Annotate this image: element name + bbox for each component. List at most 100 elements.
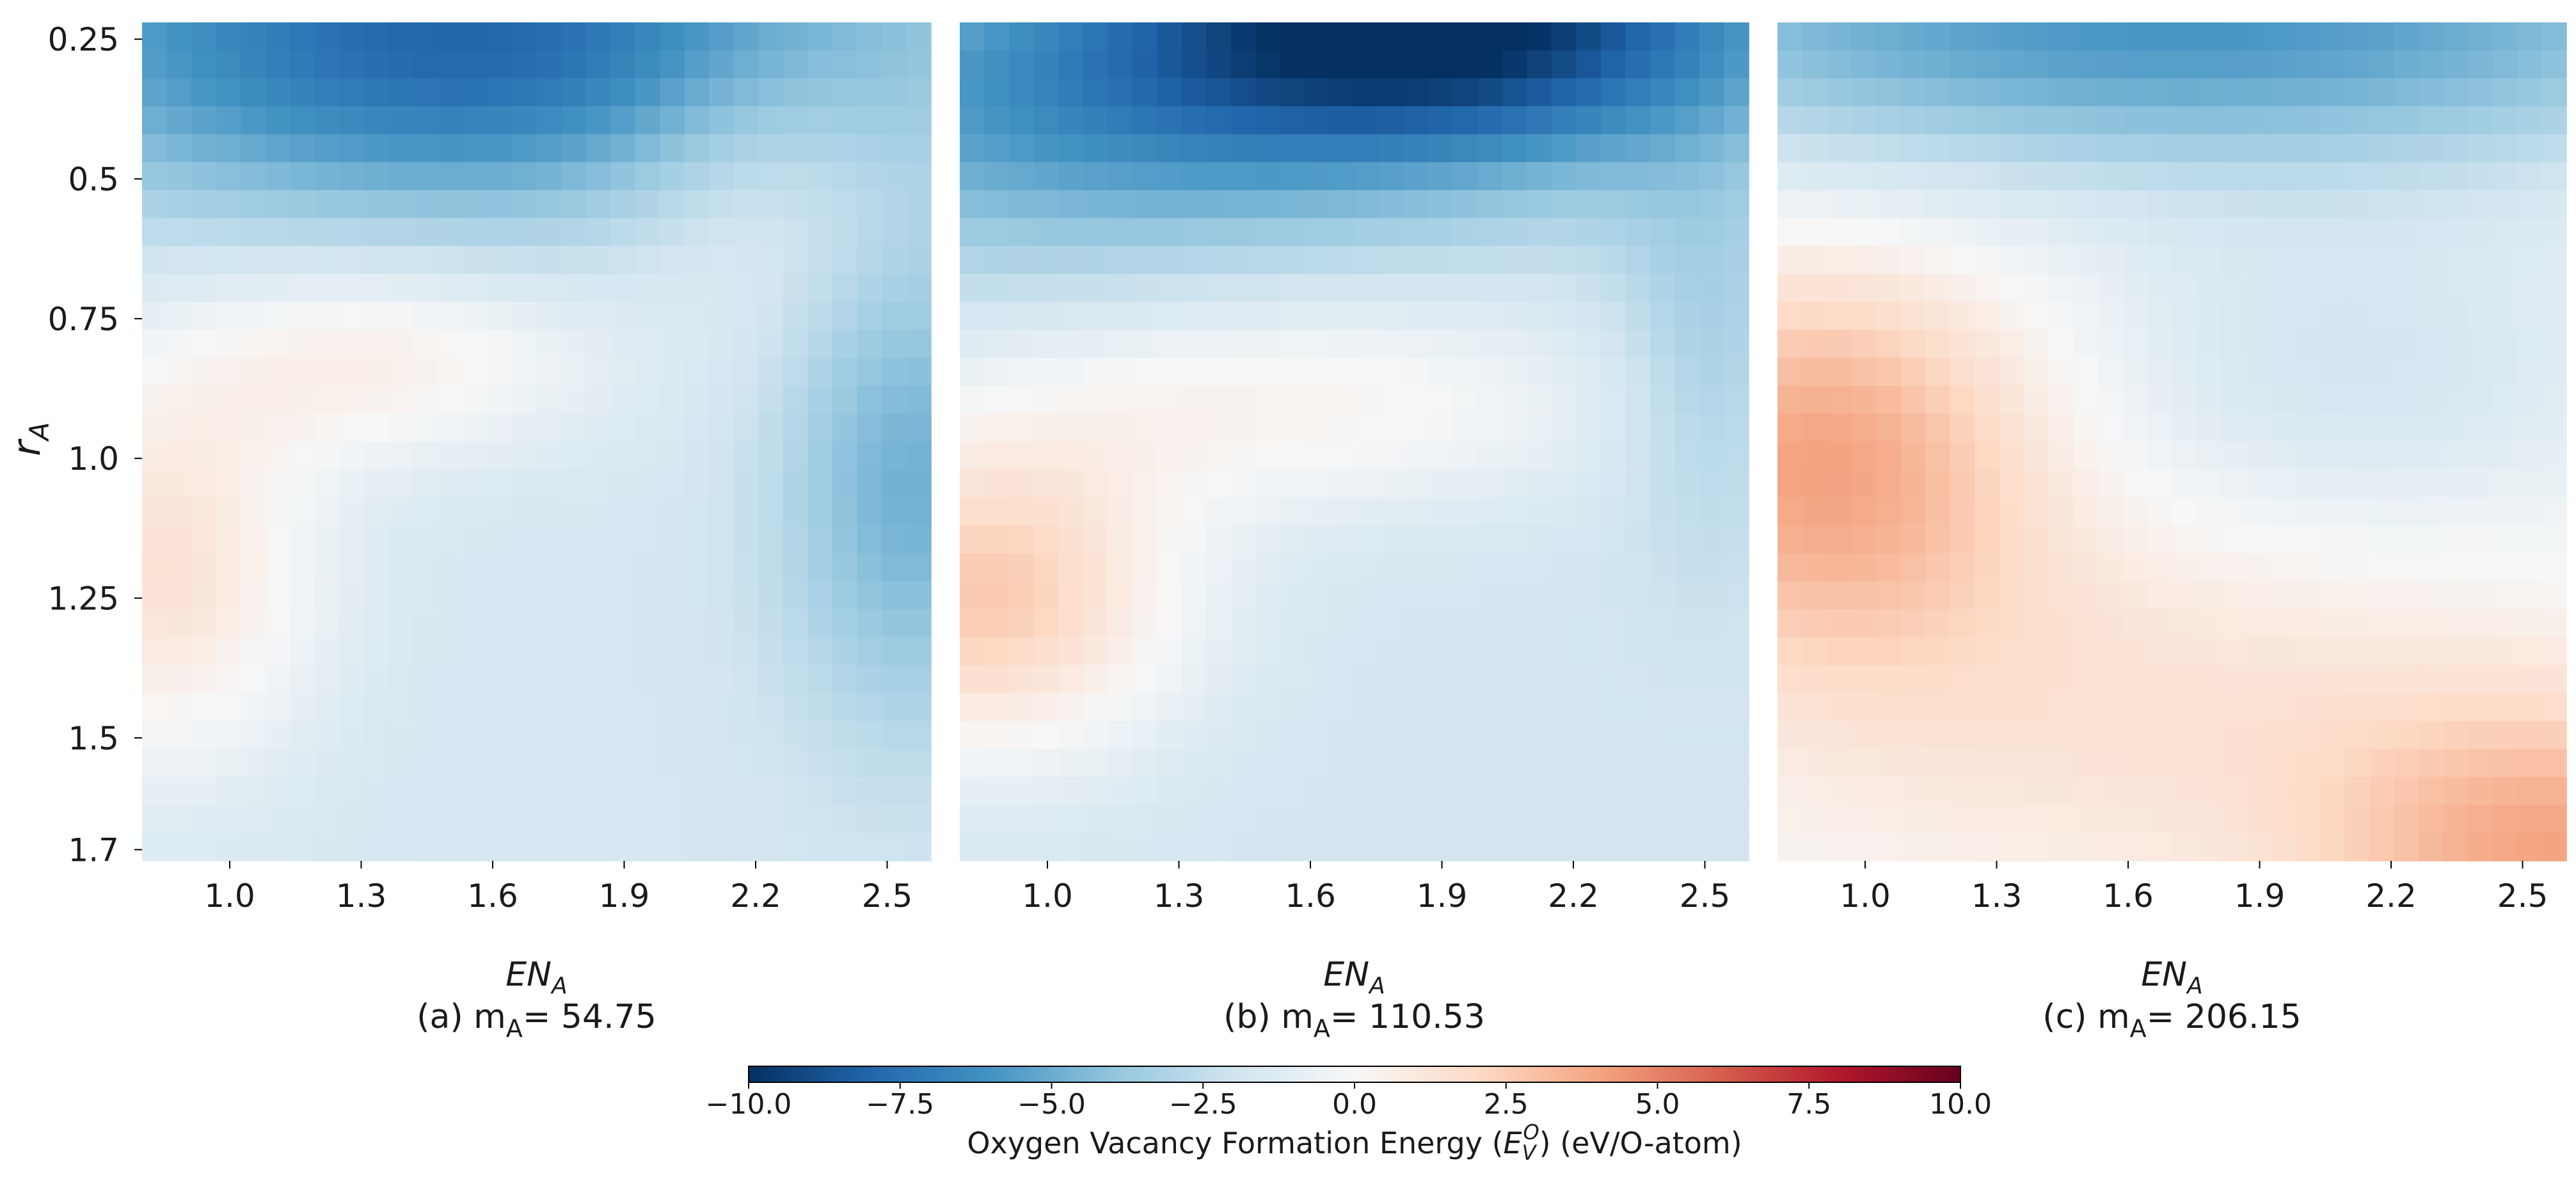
- heatmap-cell: [1650, 190, 1676, 219]
- heatmap-cell: [2344, 218, 2370, 247]
- heatmap-cell: [2097, 833, 2124, 861]
- heatmap-cell: [1428, 442, 1454, 470]
- heatmap-cell: [339, 833, 365, 861]
- heatmap-cell: [709, 218, 735, 247]
- heatmap-cell: [709, 469, 735, 499]
- heatmap-cell: [363, 330, 390, 358]
- heatmap-cell: [363, 274, 390, 303]
- heatmap-cell: [511, 525, 537, 554]
- heatmap-cell: [1230, 525, 1257, 554]
- heatmap-cell: [2097, 106, 2124, 135]
- heatmap-cell: [191, 749, 217, 778]
- heatmap-cell: [1206, 358, 1232, 387]
- heatmap-cell: [2369, 805, 2395, 834]
- heatmap-cell: [314, 442, 340, 470]
- heatmap-cell: [2122, 385, 2148, 415]
- heatmap-cell: [1083, 22, 1108, 51]
- heatmap-cell: [2369, 413, 2395, 442]
- heatmap-cell: [2319, 385, 2346, 415]
- heatmap-cell: [783, 218, 809, 247]
- heatmap-cell: [1576, 385, 1602, 415]
- heatmap-cell: [1329, 721, 1355, 750]
- heatmap-cell: [1157, 553, 1182, 582]
- heatmap-cell: [1975, 525, 2000, 554]
- heatmap-cell: [660, 497, 685, 526]
- heatmap-cell: [487, 301, 513, 331]
- heatmap-cell: [487, 442, 513, 470]
- heatmap-cell: [2492, 525, 2518, 554]
- heatmap-cell: [1999, 469, 2025, 499]
- heatmap-cell: [1827, 525, 1852, 554]
- heatmap-cell: [1900, 330, 1926, 358]
- heatmap-cell: [2492, 246, 2518, 275]
- heatmap-cell: [1477, 777, 1503, 806]
- heatmap-cell: [241, 749, 266, 778]
- heatmap-cell: [314, 721, 340, 750]
- heatmap-cell: [881, 78, 907, 107]
- heatmap-cell: [1975, 469, 2000, 499]
- heatmap-cell: [2541, 693, 2567, 722]
- heatmap-cell: [1650, 469, 1676, 499]
- heatmap-cell: [1527, 330, 1552, 358]
- heatmap-cell: [2418, 218, 2444, 247]
- heatmap-cell: [1975, 442, 2000, 470]
- heatmap-cell: [832, 190, 858, 219]
- heatmap-cell: [1009, 581, 1035, 610]
- heatmap-cell: [2246, 833, 2271, 861]
- heatmap-cell: [960, 330, 985, 358]
- heatmap-cell: [2246, 553, 2271, 582]
- heatmap-cell: [635, 78, 660, 107]
- heatmap-cell: [1699, 833, 1725, 861]
- heatmap-cell: [1132, 442, 1158, 470]
- heatmap-cell: [984, 665, 1010, 694]
- heatmap-cell: [1625, 721, 1651, 750]
- heatmap-cell: [339, 749, 365, 778]
- heatmap-cell: [2492, 162, 2518, 191]
- heatmap-cell: [1699, 693, 1725, 722]
- heatmap-cell: [1674, 301, 1700, 331]
- heatmap-cell: [536, 497, 562, 526]
- heatmap-cell: [1650, 749, 1676, 778]
- heatmap-cell: [2516, 609, 2543, 638]
- heatmap-cell: [314, 609, 340, 638]
- heatmap-cell: [1650, 78, 1676, 107]
- heatmap-cell: [984, 581, 1010, 610]
- heatmap-cell: [660, 358, 685, 387]
- heatmap-cell: [610, 358, 636, 387]
- heatmap-cell: [2270, 442, 2296, 470]
- heatmap-cell: [290, 274, 315, 303]
- heatmap-cell: [2122, 609, 2148, 638]
- heatmap-cell: [1230, 805, 1257, 834]
- heatmap-cell: [1354, 749, 1379, 778]
- heatmap-cell: [1802, 665, 1827, 694]
- heatmap-cell: [2122, 330, 2148, 358]
- heatmap-cell: [881, 106, 907, 135]
- heatmap-cell: [1650, 385, 1676, 415]
- heatmap-cell: [191, 833, 217, 861]
- heatmap-cell: [413, 497, 439, 526]
- heatmap-cell: [1851, 581, 1877, 610]
- heatmap-cell: [1576, 693, 1602, 722]
- heatmap-cell: [585, 525, 611, 554]
- heatmap-cell: [2394, 805, 2419, 834]
- heatmap-cell: [1379, 833, 1404, 861]
- heatmap-cell: [2221, 525, 2246, 554]
- heatmap-cell: [2172, 777, 2197, 806]
- heatmap-cell: [2246, 106, 2271, 135]
- heatmap-cell: [1403, 777, 1429, 806]
- heatmap-cell: [783, 274, 809, 303]
- heatmap-cell: [462, 777, 488, 806]
- heatmap-cell: [832, 553, 858, 582]
- heatmap-cell: [166, 833, 192, 861]
- heatmap-cell: [2516, 301, 2543, 331]
- heatmap-cell: [709, 442, 735, 470]
- heatmap-cell: [1206, 78, 1232, 107]
- heatmap-cell: [2147, 274, 2173, 303]
- heatmap-cell: [1181, 469, 1207, 499]
- heatmap-cell: [1724, 693, 1749, 722]
- heatmap-cell: [561, 833, 587, 861]
- heatmap-cell: [2418, 22, 2444, 51]
- heatmap-cell: [1230, 330, 1257, 358]
- heatmap-cell: [1827, 497, 1852, 526]
- heatmap-cell: [1851, 693, 1877, 722]
